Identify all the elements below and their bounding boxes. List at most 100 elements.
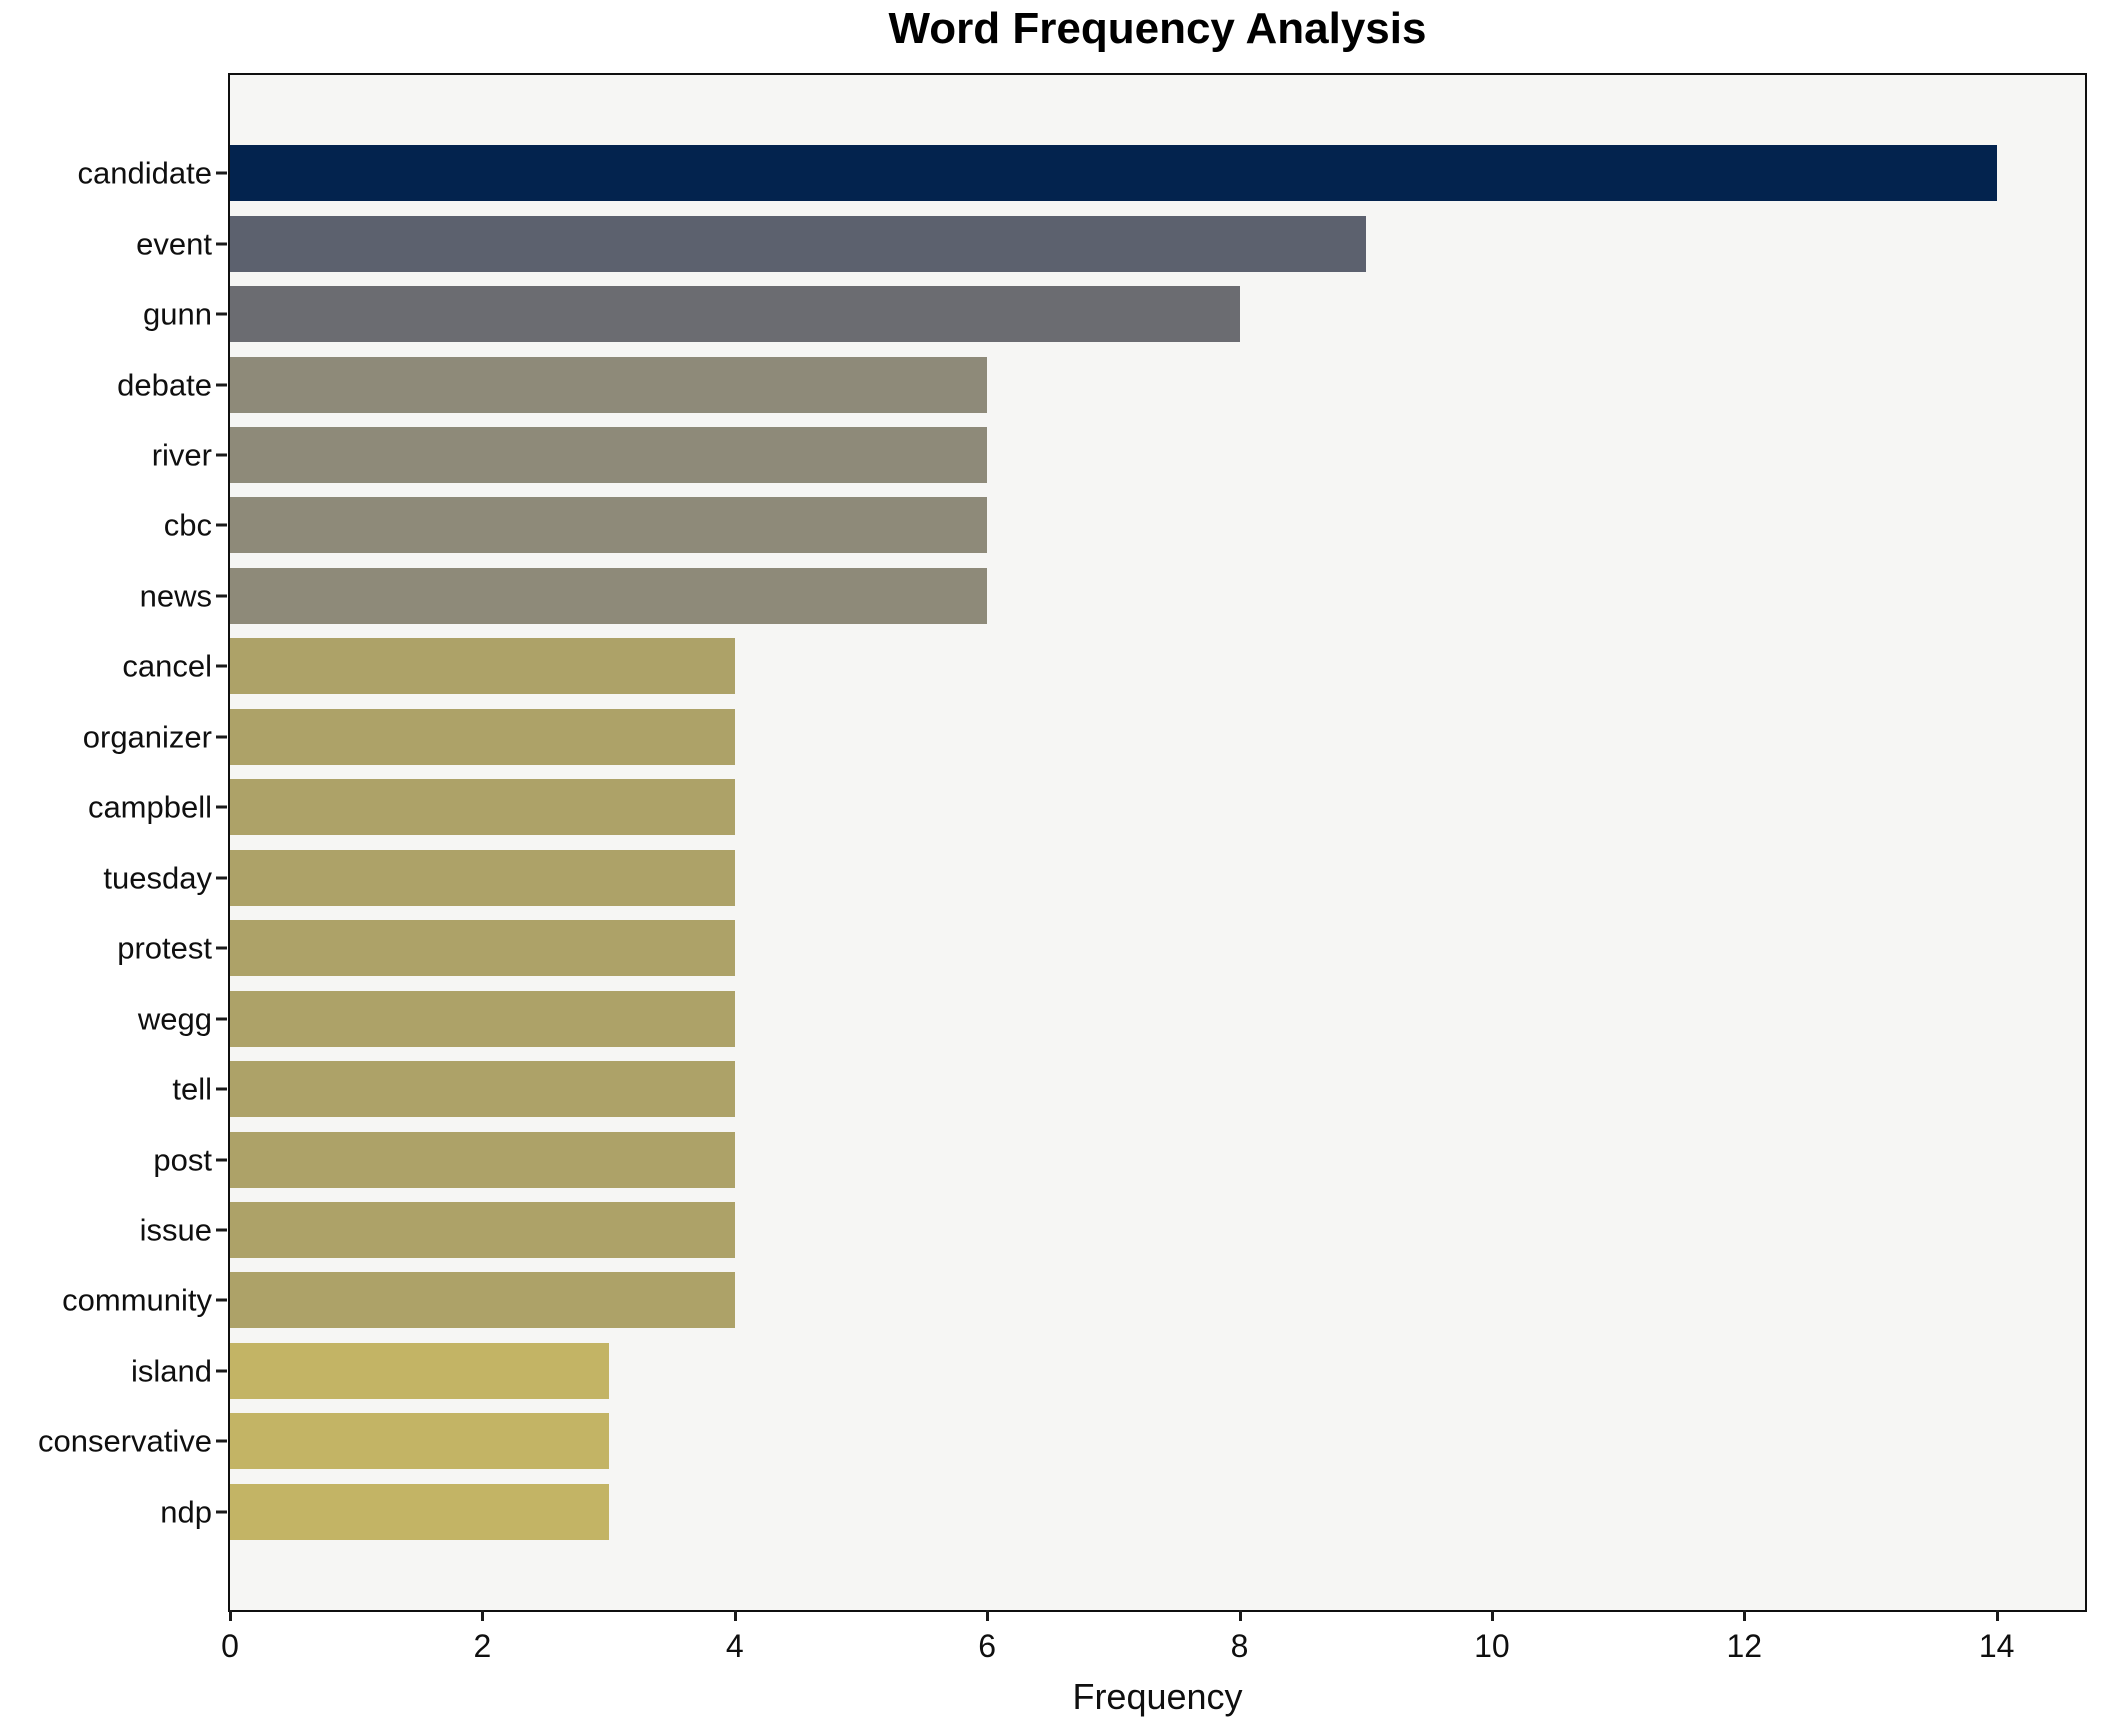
y-tick-mark: [216, 383, 227, 387]
chart-title: Word Frequency Analysis: [888, 4, 1427, 53]
x-tick-label: 14: [1978, 1628, 2015, 1664]
x-tick-mark: [986, 1610, 990, 1621]
frequency-bar: [230, 779, 735, 836]
y-axis-label: campbell: [87, 789, 212, 825]
y-tick-mark: [216, 171, 227, 175]
x-tick-mark: [1490, 1610, 1494, 1621]
frequency-bar: [230, 497, 988, 554]
bar-row: river: [152, 420, 2085, 490]
y-axis-label: gunn: [143, 296, 212, 332]
x-tick-mark: [1743, 1610, 1747, 1621]
bar-row: event: [136, 208, 2085, 278]
frequency-bar: [230, 990, 735, 1047]
frequency-bar: [230, 1413, 609, 1470]
plot-area: candidate event gunn debate river cbc news canc…: [38, 73, 2087, 1664]
y-tick-mark: [216, 242, 227, 246]
bar-row: gunn: [143, 279, 2085, 349]
bar-row: conservative: [38, 1406, 2085, 1476]
y-axis-label: post: [153, 1142, 212, 1178]
x-tick-label: 2: [473, 1628, 492, 1664]
bar-row: debate: [117, 349, 2085, 419]
y-tick-mark: [216, 523, 227, 527]
frequency-bar: [230, 849, 735, 906]
frequency-bar: [230, 708, 735, 765]
y-tick-mark: [216, 735, 227, 739]
frequency-bar: [230, 286, 1240, 343]
x-tick-mark: [733, 1610, 737, 1621]
bar-row: news: [140, 561, 2085, 631]
x-tick-mark: [229, 1610, 232, 1621]
y-axis-label: cancel: [122, 648, 212, 684]
y-tick-mark: [216, 594, 227, 598]
y-tick-mark: [216, 946, 227, 950]
frequency-bar: [230, 1342, 609, 1399]
y-axis-label: organizer: [82, 719, 212, 755]
x-tick-label: 4: [725, 1628, 744, 1664]
y-tick-mark: [216, 1017, 227, 1021]
frequency-bar: [230, 567, 988, 624]
bar-row: cancel: [122, 631, 2085, 701]
x-tick-mark: [1238, 1610, 1242, 1621]
bar-row: cbc: [164, 490, 2085, 560]
x-tick-mark: [481, 1610, 485, 1621]
y-tick-mark: [216, 876, 227, 880]
bar-row: post: [153, 1124, 2085, 1194]
bar-row: tuesday: [103, 843, 2085, 913]
y-axis-label: protest: [117, 930, 212, 966]
y-axis-label: conservative: [37, 1423, 212, 1459]
bar-row: candidate: [78, 138, 2085, 208]
frequency-bar: [230, 920, 735, 977]
x-tick-label: 12: [1726, 1628, 1763, 1664]
x-tick-label: 10: [1474, 1628, 1510, 1664]
bar-row: community: [62, 1265, 2085, 1335]
frequency-bar: [230, 145, 1997, 202]
x-tick-label: 0: [221, 1628, 239, 1664]
y-axis-label: issue: [139, 1212, 212, 1248]
bar-row: ndp: [160, 1477, 2085, 1547]
y-axis-label: tuesday: [103, 860, 212, 896]
bar-row: island: [131, 1336, 2085, 1406]
y-axis-label: debate: [117, 367, 212, 403]
y-tick-mark: [216, 1369, 227, 1373]
frequency-bar: [230, 1483, 609, 1540]
y-tick-mark: [216, 664, 227, 668]
y-axis-label: news: [139, 578, 212, 614]
y-axis-label: wegg: [137, 1001, 212, 1037]
y-tick-mark: [216, 805, 227, 809]
y-tick-mark: [216, 1439, 227, 1443]
frequency-bar: [230, 1061, 735, 1118]
bar-rows-container: candidate event gunn debate river cbc news canc…: [38, 75, 2085, 1610]
x-tick-label: 6: [978, 1628, 997, 1664]
y-axis-label: cbc: [163, 507, 212, 543]
bar-row: organizer: [83, 702, 2085, 772]
bar-row: tell: [172, 1054, 2085, 1124]
bar-row: wegg: [138, 983, 2085, 1053]
y-axis-label: community: [62, 1282, 212, 1318]
y-axis-label: event: [136, 226, 212, 262]
y-axis-label: island: [131, 1353, 212, 1389]
x-axis-title: Frequency: [1072, 1676, 1243, 1717]
y-tick-mark: [216, 1298, 227, 1302]
y-axis-label: river: [151, 437, 212, 473]
bar-row: issue: [140, 1195, 2085, 1265]
frequency-bar: [230, 638, 735, 695]
y-tick-mark: [216, 1228, 227, 1232]
y-tick-mark: [216, 1158, 227, 1162]
x-tick-mark: [1995, 1610, 1999, 1621]
bar-row: campbell: [88, 772, 2085, 842]
bar-row: protest: [117, 913, 2085, 983]
y-axis-label: candidate: [77, 155, 212, 191]
frequency-bar: [230, 215, 1366, 272]
frequency-bar: [230, 427, 988, 484]
y-tick-mark: [216, 1510, 227, 1514]
frequency-bar: [230, 1272, 735, 1329]
frequency-bar: [230, 1131, 735, 1188]
frequency-bar: [230, 1202, 735, 1259]
y-tick-mark: [216, 453, 227, 457]
x-tick-label: 8: [1230, 1628, 1249, 1664]
frequency-bar: [230, 356, 988, 413]
y-tick-mark: [216, 1087, 227, 1091]
y-axis-label: ndp: [160, 1494, 212, 1530]
y-axis-label: tell: [172, 1071, 212, 1107]
y-tick-mark: [216, 312, 227, 316]
